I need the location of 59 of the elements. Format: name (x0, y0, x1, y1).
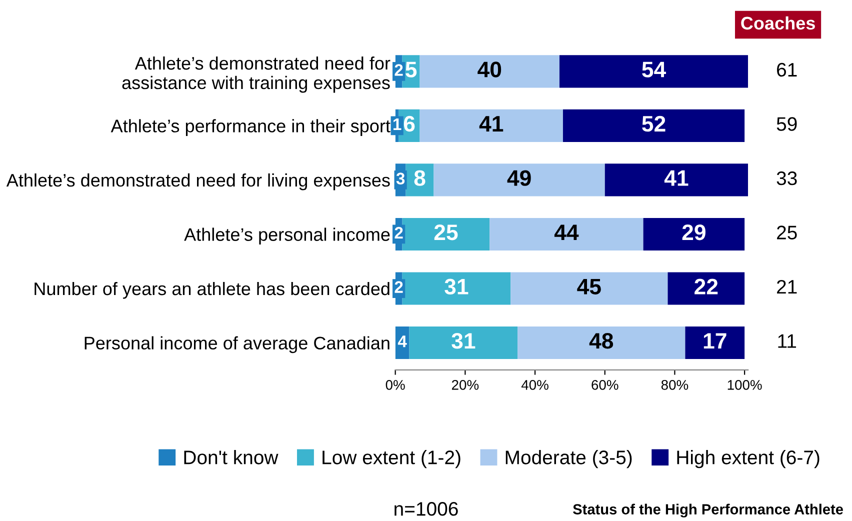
bar (604, 164, 748, 196)
text: 61 (777, 62, 797, 77)
x-tick-label: 60% (592, 380, 618, 390)
text: 11 (778, 334, 796, 348)
data-label: 25 (434, 224, 458, 240)
data-label: 31 (452, 333, 476, 349)
x-tick-label: 100% (728, 380, 762, 390)
y-tick-label: Athlete’s demonstrated need for assistance with training expenses (122, 56, 390, 93)
text: Coaches (741, 16, 815, 30)
bar (562, 109, 745, 142)
bar (559, 55, 748, 88)
x-tick-label: 0% (386, 380, 405, 390)
bar (518, 326, 686, 360)
text: 59 (776, 117, 797, 131)
data-label: 41 (664, 170, 688, 186)
legend-label: Moderate (3-5) (506, 450, 632, 468)
y-tick-label: Personal income of average Canadian (84, 336, 390, 354)
text: 25 (777, 226, 797, 240)
data-label: 54 (642, 62, 666, 78)
legend-label: Low extent (1-2) (322, 450, 460, 468)
text: n=1006 (394, 502, 458, 516)
y-tick-label: Athlete’s performance in their sport (110, 119, 390, 136)
bar (668, 272, 745, 305)
bar (510, 272, 668, 305)
data-label: 48 (589, 333, 614, 349)
data-label: 5 (406, 62, 417, 78)
data-label: 6 (404, 116, 415, 132)
data-label: 22 (694, 278, 718, 294)
y-tick-label: Athlete’s demonstrated need for living expenses (6, 173, 390, 190)
data-label: 29 (682, 224, 706, 240)
text: 33 (776, 171, 797, 186)
data-label: 2 (394, 281, 403, 293)
bar (434, 164, 605, 196)
text: 21 (777, 280, 797, 294)
bar (685, 326, 745, 360)
data-label: 40 (478, 62, 502, 78)
data-label: 31 (444, 278, 468, 294)
data-label: 49 (507, 170, 531, 186)
y-tick-label: Number of years an athlete has been carded (34, 282, 390, 299)
data-label: 41 (479, 116, 504, 132)
bar (490, 218, 644, 251)
data-label: 45 (577, 278, 601, 294)
x-tick-label: 80% (661, 380, 688, 390)
legend-label: Don't know (184, 450, 278, 464)
bar (643, 218, 745, 251)
data-label: 8 (414, 170, 426, 186)
x-tick-label: 40% (521, 380, 548, 390)
data-label: 3 (396, 172, 405, 184)
data-label: 44 (554, 224, 579, 240)
text: Status of the High Performance Athlete (573, 504, 843, 518)
data-label: 2 (394, 64, 403, 76)
legend-label: High extent (6-7) (677, 450, 820, 468)
x-tick-label: 20% (452, 380, 479, 390)
bar (420, 55, 560, 88)
data-label: 4 (398, 336, 407, 348)
data-label: 52 (642, 116, 666, 132)
bar (420, 109, 563, 142)
y-tick-label: Athlete’s personal income (184, 228, 390, 245)
data-label: 17 (704, 333, 726, 349)
